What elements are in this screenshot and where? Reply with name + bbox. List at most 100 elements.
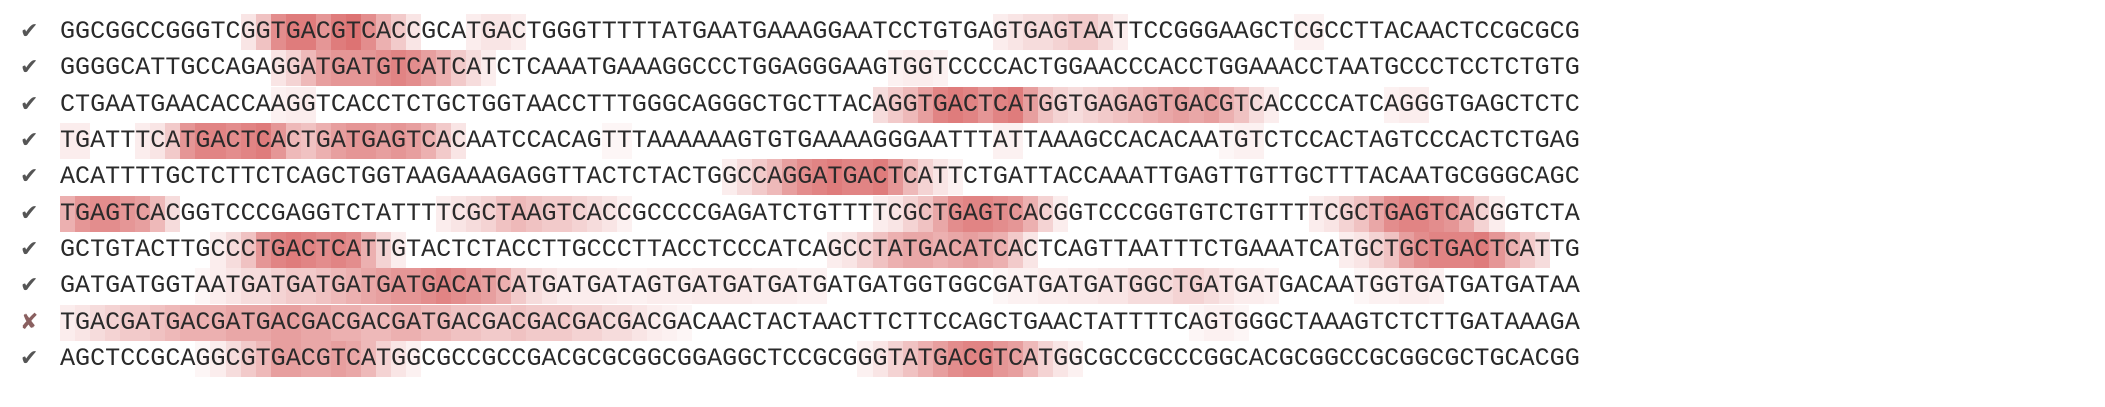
nucleotide: T	[541, 234, 557, 264]
nucleotide: G	[1384, 53, 1400, 83]
nucleotide: G	[917, 231, 933, 268]
nucleotide: A	[601, 268, 617, 305]
nucleotide: C	[722, 234, 738, 264]
nucleotide: T	[631, 17, 647, 47]
nucleotide: T	[887, 340, 903, 377]
nucleotide: T	[1489, 307, 1505, 337]
nucleotide: A	[481, 162, 497, 192]
nucleotide: A	[1504, 307, 1520, 337]
nucleotide: T	[812, 89, 828, 119]
nucleotide: A	[1113, 162, 1129, 192]
nucleotide: T	[1354, 268, 1369, 305]
nucleotide: T	[616, 123, 632, 160]
nucleotide: C	[406, 89, 422, 119]
nucleotide: A	[225, 53, 241, 83]
nucleotide: C	[451, 123, 466, 160]
nucleotide: A	[827, 126, 843, 156]
nucleotide: C	[511, 304, 526, 341]
nucleotide: A	[75, 271, 91, 301]
nucleotide: G	[1143, 268, 1158, 305]
check-icon: ✔	[20, 236, 39, 262]
nucleotide: T	[105, 162, 121, 192]
nucleotide: G	[496, 162, 512, 192]
nucleotide: A	[1338, 271, 1355, 301]
nucleotide: A	[676, 126, 692, 156]
nucleotide: T	[150, 304, 165, 341]
nucleotide: T	[1007, 14, 1023, 51]
nucleotide: C	[676, 89, 692, 119]
nucleotide: C	[135, 195, 150, 232]
nucleotide: A	[1068, 126, 1084, 156]
nucleotide: A	[737, 268, 752, 305]
nucleotide: G	[752, 17, 768, 47]
nucleotide: C	[1504, 343, 1520, 373]
nucleotide: T	[1158, 234, 1174, 264]
nucleotide: G	[300, 304, 316, 341]
nucleotide: G	[360, 123, 376, 160]
nucleotide: G	[481, 14, 496, 51]
nucleotide: G	[330, 50, 346, 87]
nucleotide: C	[1308, 89, 1324, 119]
nucleotide: G	[947, 271, 963, 301]
nucleotide: G	[1143, 86, 1158, 123]
nucleotide: G	[1233, 304, 1249, 341]
nucleotide: C	[1023, 53, 1039, 83]
nucleotide: C	[1504, 89, 1520, 119]
nucleotide: T	[1113, 14, 1128, 51]
nucleotide: A	[1384, 17, 1400, 47]
nucleotide: G	[1053, 340, 1068, 377]
nucleotide: C	[1308, 162, 1324, 192]
nucleotide: C	[1233, 343, 1249, 373]
nucleotide: C	[436, 17, 452, 47]
nucleotide: G	[1143, 343, 1159, 373]
nucleotide: G	[992, 162, 1008, 192]
nucleotide: G	[436, 304, 451, 341]
nucleotide: G	[315, 162, 331, 192]
nucleotide: T	[1173, 198, 1189, 228]
nucleotide: G	[60, 53, 76, 83]
nucleotide: C	[1173, 307, 1189, 337]
nucleotide: A	[511, 162, 527, 192]
nucleotide: T	[360, 231, 376, 268]
nucleotide: T	[767, 198, 783, 228]
nucleotide: T	[887, 271, 903, 301]
nucleotide: G	[75, 17, 91, 47]
nucleotide: G	[1414, 343, 1430, 373]
nucleotide: C	[1429, 343, 1445, 373]
nucleotide: A	[962, 231, 978, 268]
nucleotide: A	[767, 234, 783, 264]
nucleotide: T	[1489, 231, 1505, 268]
nucleotide: C	[947, 53, 963, 83]
nucleotide: A	[421, 50, 436, 87]
nucleotide: T	[315, 231, 331, 268]
nucleotide: G	[1188, 17, 1204, 47]
nucleotide: C	[150, 234, 166, 264]
nucleotide: A	[1128, 86, 1143, 123]
nucleotide: T	[676, 17, 692, 47]
nucleotide: G	[210, 340, 226, 377]
nucleotide: A	[375, 198, 392, 228]
nucleotide: C	[737, 307, 753, 337]
nucleotide: A	[300, 14, 316, 51]
nucleotide: G	[360, 162, 376, 192]
nucleotide: T	[1263, 198, 1279, 228]
nucleotide: T	[1218, 268, 1234, 305]
nucleotide: C	[496, 343, 512, 373]
nucleotide: A	[451, 304, 466, 341]
nucleotide: A	[1459, 126, 1475, 156]
nucleotide: A	[1549, 271, 1565, 301]
nucleotide: C	[977, 271, 993, 301]
nucleotide: C	[150, 17, 166, 47]
nucleotide: G	[752, 53, 768, 83]
nucleotide: A	[466, 50, 481, 87]
nucleotide: A	[1098, 86, 1113, 123]
nucleotide: C	[616, 343, 632, 373]
nucleotide: C	[1534, 89, 1550, 119]
nucleotide: C	[1308, 53, 1324, 83]
nucleotide: T	[977, 126, 993, 156]
nucleotide: G	[406, 340, 421, 377]
nucleotide: G	[601, 53, 617, 83]
nucleotide: G	[1218, 343, 1234, 373]
nucleotide: A	[722, 198, 738, 228]
sequence-row: ✔ A G C T C C G C A G G C G T G A C G T C A T G G C G C C G C C G A C G C G C G…	[20, 340, 2092, 377]
